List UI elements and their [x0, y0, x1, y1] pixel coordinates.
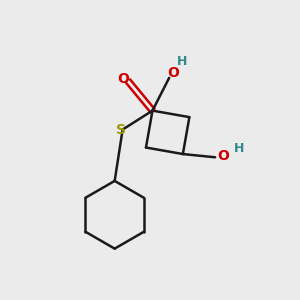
Text: H: H [234, 142, 244, 155]
Text: O: O [118, 72, 130, 86]
Text: O: O [218, 149, 229, 163]
Text: O: O [168, 65, 179, 80]
Text: H: H [177, 55, 188, 68]
Text: S: S [116, 123, 126, 136]
